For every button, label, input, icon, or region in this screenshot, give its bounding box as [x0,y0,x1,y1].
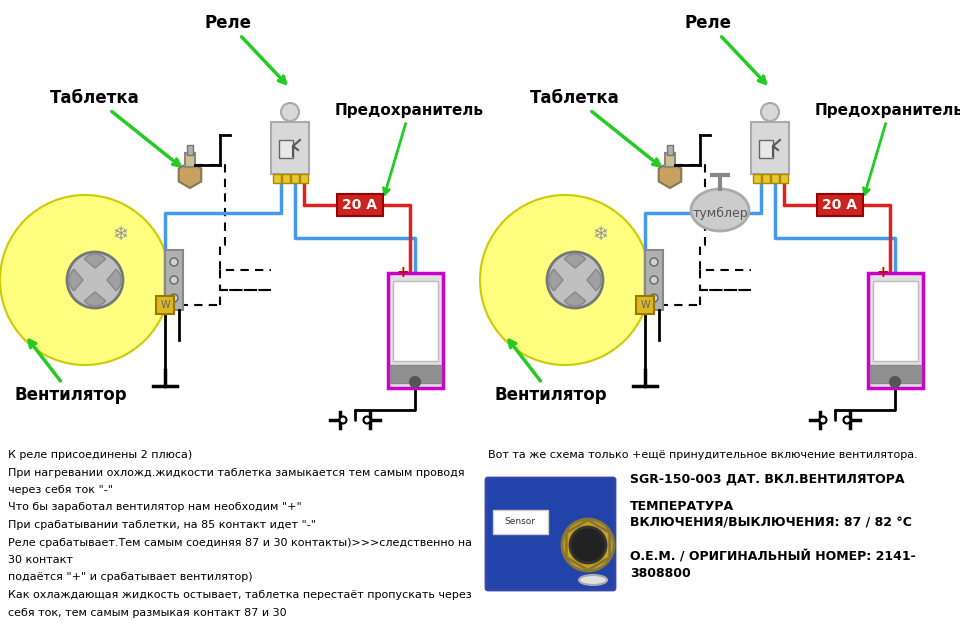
Bar [667,145,673,155]
Bar [493,510,548,534]
Circle shape [170,258,178,266]
Bar [187,145,193,155]
Circle shape [650,258,658,266]
Bar [388,273,443,388]
Bar [165,250,183,310]
Text: W: W [160,300,170,310]
Text: Реле срабатывает.Тем самым соединяя 87 и 30 контакты)>>>следственно на: Реле срабатывает.Тем самым соединяя 87 и… [8,537,472,547]
Text: ВКЛЮЧЕНИЯ/ВЫКЛЮЧЕНИЯ: 87 / 82 °C: ВКЛЮЧЕНИЯ/ВЫКЛЮЧЕНИЯ: 87 / 82 °C [630,517,912,530]
Text: подаётся "+" и срабатывает вентилятор): подаётся "+" и срабатывает вентилятор) [8,573,252,583]
Text: К реле присоединены 2 плюса): К реле присоединены 2 плюса) [8,450,192,460]
Circle shape [0,195,170,365]
Text: себя ток, тем самым размыкая контакт 87 и 30: себя ток, тем самым размыкая контакт 87 … [8,607,287,617]
Wedge shape [564,292,586,306]
Bar [780,174,788,183]
Text: Вентилятор: Вентилятор [15,340,128,404]
Bar [873,281,918,361]
Text: 3808800: 3808800 [630,567,691,580]
Ellipse shape [691,189,749,231]
Bar [273,174,281,183]
Circle shape [650,294,658,302]
Text: Как охлаждающая жидкость остывает, таблетка перестаёт пропускать через: Как охлаждающая жидкость остывает, табле… [8,590,471,600]
Text: Реле: Реле [205,14,285,83]
Polygon shape [659,162,682,188]
Circle shape [570,527,606,563]
Circle shape [170,294,178,302]
Circle shape [281,103,299,121]
Circle shape [761,103,779,121]
Text: Таблетка: Таблетка [530,89,660,166]
Circle shape [820,416,827,423]
Circle shape [650,276,658,284]
Wedge shape [69,269,83,290]
Bar [291,174,299,183]
Wedge shape [84,292,106,306]
Ellipse shape [579,575,607,585]
Text: ❄: ❄ [111,226,129,244]
Bar [751,122,789,174]
Text: При нагревании охложд.жидкости таблетка замыкается тем самым проводя: При нагревании охложд.жидкости таблетка … [8,467,465,478]
Circle shape [340,416,347,423]
Text: Предохранитель: Предохранитель [335,103,484,195]
Text: 30 контакт: 30 контакт [8,555,73,565]
Text: 20 А: 20 А [343,198,377,212]
Text: Вентилятор: Вентилятор [495,340,608,404]
Bar [870,365,921,383]
Bar [665,153,675,167]
Text: Вот та же схема только +ещё принудительное включение вентилятора.: Вот та же схема только +ещё принудительн… [488,450,918,460]
Bar [390,365,441,383]
Circle shape [562,519,614,571]
Wedge shape [587,269,601,290]
Bar [271,122,309,174]
Wedge shape [84,254,106,268]
Bar [185,153,195,167]
Circle shape [410,377,420,387]
Text: +: + [876,265,889,280]
Bar [636,296,654,314]
Bar [868,273,923,388]
Wedge shape [564,254,586,268]
Wedge shape [549,269,563,290]
Bar [156,296,174,314]
Circle shape [890,377,900,387]
Circle shape [844,416,851,423]
Bar [753,174,761,183]
Text: +: + [396,265,409,280]
Text: Sensor: Sensor [505,517,536,527]
Text: SGR-150-003 ДАТ. ВКЛ.ВЕНТИЛЯТОРА: SGR-150-003 ДАТ. ВКЛ.ВЕНТИЛЯТОРА [630,473,904,486]
Bar [393,281,438,361]
Text: тумблер: тумблер [692,207,748,219]
Bar [759,140,773,158]
Text: ТЕМПЕРАТУРА: ТЕМПЕРАТУРА [630,500,734,513]
Bar [645,250,663,310]
Bar [771,174,779,183]
Text: При срабатывании таблетки, на 85 контакт идет "-": При срабатывании таблетки, на 85 контакт… [8,520,316,530]
Circle shape [67,252,123,308]
Circle shape [364,416,371,423]
Text: W: W [640,300,650,310]
Text: через себя ток "-": через себя ток "-" [8,485,113,495]
Text: Что бы заработал вентилятор нам необходим "+": Что бы заработал вентилятор нам необходи… [8,503,301,512]
Text: 20 А: 20 А [823,198,857,212]
Text: O.E.M. / ОРИГИНАЛЬНЫЙ НОМЕР: 2141-: O.E.M. / ОРИГИНАЛЬНЫЙ НОМЕР: 2141- [630,550,916,563]
Circle shape [480,195,650,365]
Bar [817,194,863,216]
Circle shape [547,252,603,308]
Bar [337,194,383,216]
Polygon shape [179,162,202,188]
Bar [282,174,290,183]
Text: Таблетка: Таблетка [50,89,180,166]
Bar [279,140,293,158]
Wedge shape [107,269,121,290]
Bar [300,174,308,183]
Circle shape [170,276,178,284]
Bar [762,174,770,183]
Text: ❄: ❄ [591,226,609,244]
FancyBboxPatch shape [486,478,615,590]
Text: Реле: Реле [685,14,765,83]
Text: Предохранитель: Предохранитель [815,103,960,195]
